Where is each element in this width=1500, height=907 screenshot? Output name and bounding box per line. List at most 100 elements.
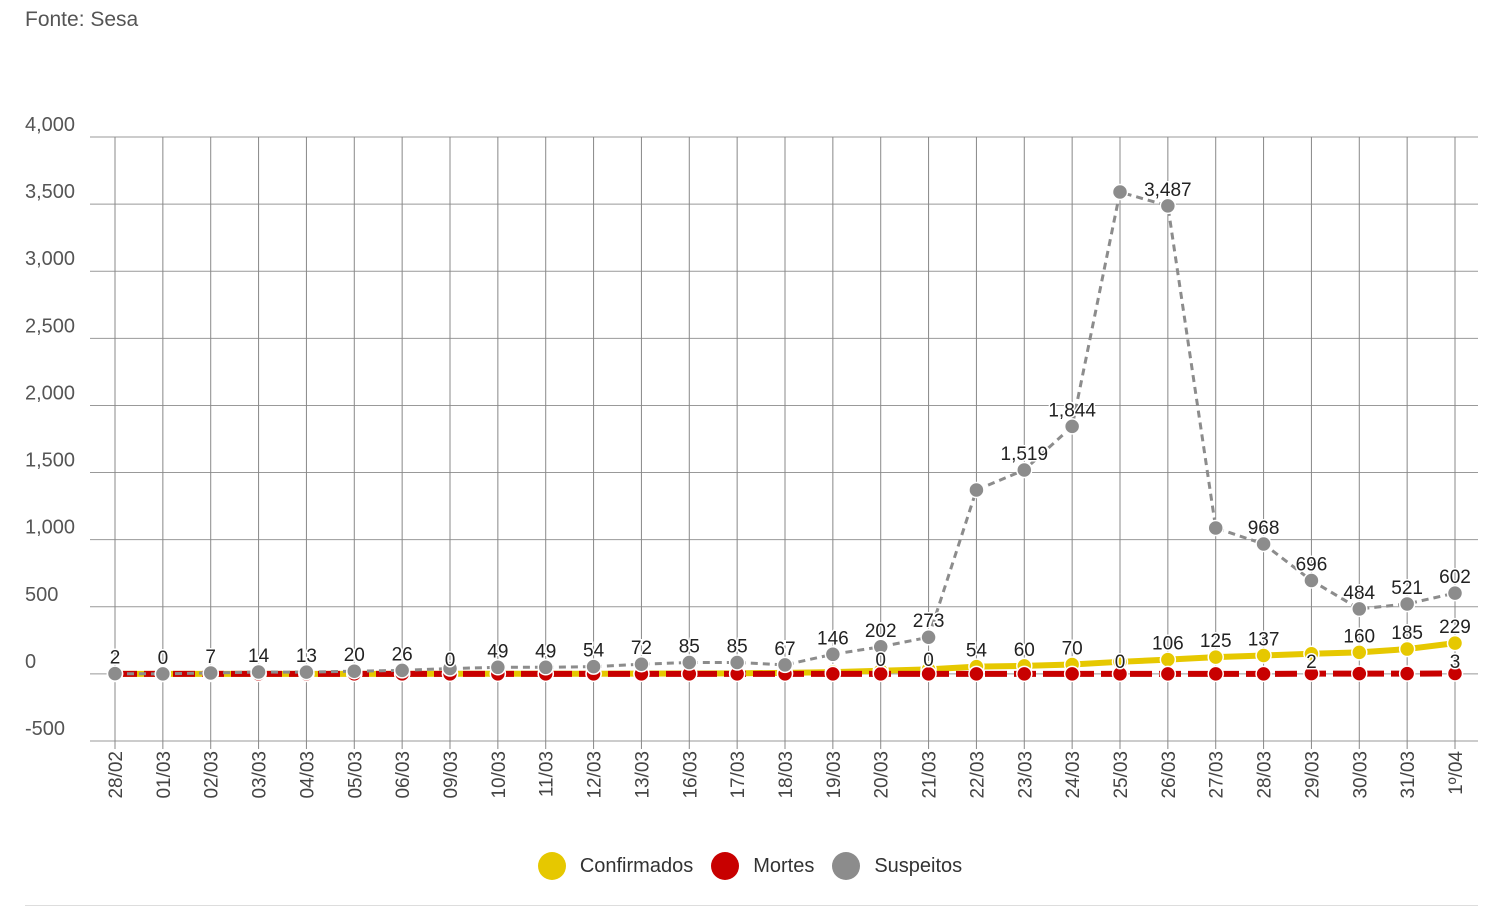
x-tick-label: 26/03 [1159,751,1180,799]
data-point-suspeitos[interactable] [298,663,315,681]
x-tick-label: 10/03 [489,751,510,799]
data-label-confirmados: 60 [1014,640,1035,661]
data-point-suspeitos[interactable] [968,481,985,499]
legend-swatch [537,852,566,880]
data-point-mortes[interactable] [920,665,937,683]
data-label-mortes: 0 [1115,652,1126,673]
y-tick-label: 4,000 [25,114,75,136]
data-point-mortes[interactable] [1398,665,1416,682]
data-point-confirmados[interactable] [1398,640,1416,658]
data-point-suspeitos[interactable] [1016,461,1033,479]
data-point-suspeitos[interactable] [202,664,219,682]
data-label-mortes: 3 [1450,652,1461,673]
data-label-confirmados: 106 [1152,634,1184,655]
data-point-mortes[interactable] [1446,665,1464,682]
data-label-confirmados: 125 [1200,631,1232,652]
data-point-suspeitos[interactable] [681,654,698,671]
data-label-suspeitos: 85 [679,636,700,657]
x-tick-label: 01/03 [154,751,175,799]
data-point-suspeitos[interactable] [728,654,746,671]
y-tick-label: 0 [25,651,36,673]
data-point-mortes[interactable] [1063,665,1081,683]
data-point-mortes[interactable] [1016,665,1033,683]
data-point-suspeitos[interactable] [1255,535,1272,553]
data-point-suspeitos[interactable] [585,658,602,675]
data-point-suspeitos[interactable] [393,662,411,679]
data-point-suspeitos[interactable] [776,656,794,674]
data-point-mortes[interactable] [1111,665,1129,683]
legend-item-suspeitos[interactable]: Suspeitos [832,852,962,880]
x-tick-label: 23/03 [1015,751,1036,799]
data-point-suspeitos[interactable] [106,665,124,682]
x-tick-label: 06/03 [393,751,414,799]
x-tick-label: 02/03 [202,751,223,799]
data-point-suspeitos[interactable] [441,660,459,677]
legend-item-mortes[interactable]: Mortes [711,852,814,880]
data-label-mortes: 0 [875,650,886,671]
data-point-suspeitos[interactable] [154,665,172,683]
data-point-confirmados[interactable] [1446,634,1464,652]
data-point-confirmados[interactable] [1303,645,1320,663]
data-point-suspeitos[interactable] [1063,418,1081,435]
data-point-mortes[interactable] [1303,665,1320,682]
data-label-suspeitos: 7 [205,647,216,668]
legend-item-confirmados[interactable]: Confirmados [537,852,693,880]
data-label-suspeitos: 49 [535,641,556,662]
x-tick-label: 21/03 [920,751,941,799]
x-tick-label: 29/03 [1302,751,1323,799]
data-point-suspeitos[interactable] [1207,519,1224,537]
legend-swatch [711,852,740,880]
data-point-suspeitos[interactable] [1446,584,1464,602]
data-point-mortes[interactable] [872,665,889,683]
x-tick-label: 28/03 [1255,751,1276,799]
legend: Confirmados Mortes Suspeitos [0,852,1500,880]
data-point-suspeitos[interactable] [1111,183,1129,201]
y-tick-label: 2,500 [25,315,75,337]
data-label-suspeitos: 484 [1343,583,1375,604]
x-tick-label: 30/03 [1350,751,1371,799]
data-label-suspeitos: 202 [865,621,897,642]
data-point-mortes[interactable] [1351,665,1368,682]
data-point-mortes[interactable] [1255,665,1272,683]
data-label-mortes: 0 [923,650,934,671]
data-label-confirmados: 185 [1391,623,1423,644]
data-point-mortes[interactable] [968,665,985,683]
x-tick-label: 03/03 [250,751,271,799]
data-point-suspeitos[interactable] [824,646,842,663]
data-point-mortes[interactable] [1207,665,1224,683]
data-point-suspeitos[interactable] [1159,197,1177,215]
y-tick-label: 500 [25,584,58,606]
data-label-suspeitos: 49 [487,641,508,662]
data-label-mortes: 0 [445,650,456,671]
x-tick-label: 31/03 [1398,751,1419,799]
data-point-suspeitos[interactable] [1351,600,1368,618]
data-point-suspeitos[interactable] [633,655,650,673]
data-label-suspeitos: 521 [1391,578,1423,599]
data-point-suspeitos[interactable] [1398,595,1416,613]
data-point-suspeitos[interactable] [872,638,889,656]
data-point-confirmados[interactable] [1351,644,1368,661]
x-tick-label: 1º/04 [1446,751,1467,795]
data-label-confirmados: 54 [966,641,988,662]
y-tick-label: 3,000 [25,248,75,270]
data-label-suspeitos: 72 [631,638,652,659]
data-label-suspeitos: 1,844 [1048,400,1096,421]
data-point-suspeitos[interactable] [920,628,937,646]
data-label-suspeitos: 13 [296,646,317,667]
data-point-confirmados[interactable] [1255,647,1272,664]
data-point-confirmados[interactable] [1207,648,1224,666]
data-point-suspeitos[interactable] [1303,572,1320,589]
data-point-suspeitos[interactable] [346,662,363,680]
data-label-confirmados: 70 [1062,638,1083,659]
x-tick-label: 11/03 [537,751,558,797]
x-tick-label: 13/03 [632,751,653,799]
data-point-mortes[interactable] [1159,665,1177,683]
data-point-suspeitos[interactable] [537,659,554,676]
data-point-mortes[interactable] [824,665,842,683]
data-point-suspeitos[interactable] [250,663,267,681]
data-label-mortes: 2 [1306,652,1317,673]
data-point-suspeitos[interactable] [489,659,507,676]
x-tick-label: 04/03 [297,751,318,799]
data-label-suspeitos: 54 [583,641,605,662]
